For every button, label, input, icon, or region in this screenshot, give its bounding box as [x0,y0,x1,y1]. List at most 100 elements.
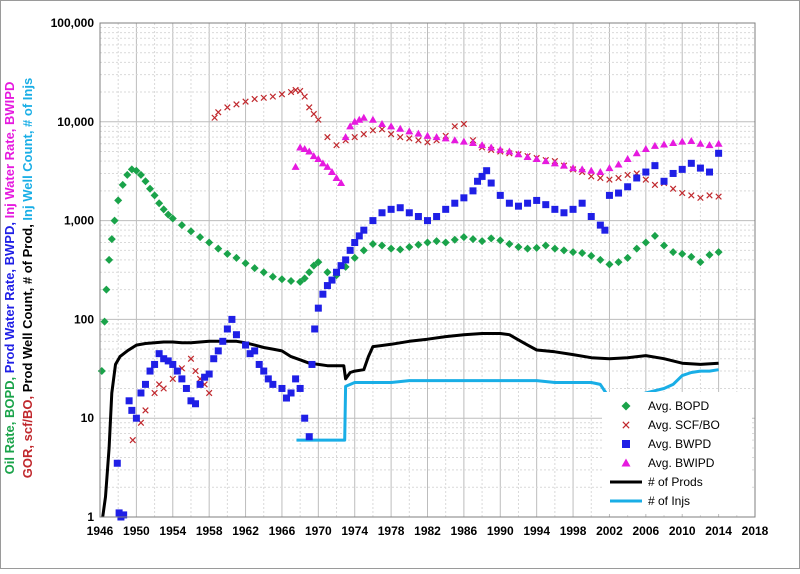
data-point-diamond [596,255,605,264]
series-diamond [97,165,723,376]
data-point-diamond [241,259,250,268]
data-point-cross [360,130,368,138]
cross-stroke [269,93,277,100]
data-point-cross [151,389,158,397]
data-point-cross [333,141,340,149]
cross-stroke [622,421,630,429]
data-point-square [615,189,623,197]
data-point-square [282,394,290,402]
data-point-cross [651,181,659,189]
y-axis-title-part: Inj Well Count, # of Injs [20,78,35,221]
data-point-triangle [532,155,541,163]
data-point-triangle [296,143,305,151]
data-point-diamond [168,214,177,223]
data-point-square [405,209,413,217]
data-point-diamond [300,274,309,283]
data-point-square [622,440,630,448]
y-axis-title-part: GOR, scf/BO, [20,392,35,478]
data-point-square [533,196,541,204]
y-tick-label: 1 [87,510,94,524]
x-tick-label: 1978 [378,524,405,538]
plot-border [99,22,756,518]
cross-stroke [260,94,267,102]
data-point-triangle [559,161,568,169]
data-point-cross [642,176,650,183]
data-point-square [346,246,354,254]
series-line [101,332,719,518]
data-point-square [164,357,172,365]
well-count-lines [101,332,719,518]
data-point-square [192,400,200,408]
cross-stroke [160,385,167,392]
data-point-diamond [614,258,623,267]
data-point-square [210,355,218,363]
data-point-triangle [514,150,523,158]
data-point-square [474,177,482,185]
data-point-square [601,226,609,234]
data-point-square [173,367,181,375]
data-point-square [187,397,195,405]
data-point-diamond [696,258,705,267]
cross-stroke [215,109,222,116]
y-axis-ticks: 1 10 100 1,000 10,000 100,000 [51,16,95,524]
data-point-cross [315,116,322,123]
cross-stroke [310,110,318,118]
data-point-square [137,389,145,397]
data-point-diamond [105,255,114,264]
data-point-square [169,360,177,368]
cross-stroke [278,91,286,98]
data-point-diamond [705,250,714,259]
data-point-square [660,177,668,185]
cross-stroke [406,135,413,142]
data-point-diamond [432,237,441,246]
data-point-diamond [478,237,487,246]
data-point-triangle [359,113,368,121]
data-point-diamond [687,252,696,261]
data-point-square [487,179,495,187]
data-point-square [205,370,213,378]
data-point-square [706,168,714,176]
cross-stroke [378,126,386,133]
data-point-triangle [478,141,487,149]
data-point-square [269,380,277,388]
data-point-cross [278,91,286,98]
x-tick-label: 1970 [305,524,332,538]
data-point-square [596,221,604,229]
data-point-diamond [641,238,650,247]
data-point-square [669,169,677,177]
data-point-triangle [541,157,550,165]
legend-label: Avg. BWIPD [648,456,715,470]
data-point-cross [597,174,604,182]
data-point-triangle [550,159,559,167]
data-point-triangle [309,152,318,160]
data-point-cross [715,193,722,200]
data-point-cross [622,421,630,429]
x-tick-label: 1998 [560,524,587,538]
data-point-square [305,433,313,441]
legend-box [602,392,752,514]
data-point-diamond [621,401,631,411]
data-point-triangle [623,155,632,163]
data-point-diamond [569,248,578,257]
legend: Avg. BOPD Avg. SCF/BO Avg. BWPD Avg. BWIPD #… [602,392,752,514]
data-point-cross [211,114,218,121]
data-point-triangle [300,145,309,153]
cross-stroke [460,120,468,128]
data-point-square [196,380,204,388]
y-tick-label: 100 [74,312,94,326]
cross-stroke [360,130,368,138]
x-tick-label: 2010 [669,524,696,538]
cross-stroke [129,436,136,444]
cross-stroke [306,104,313,111]
cross-stroke [415,137,422,144]
data-point-triangle [614,160,623,168]
data-point-cross [324,133,331,141]
data-point-square [696,164,704,172]
data-point-diamond [487,234,496,243]
data-point-cross [451,123,459,130]
data-point-square [469,187,477,195]
data-point-triangle [396,124,405,132]
data-point-cross [301,93,308,100]
data-point-diamond [423,238,432,247]
data-point-cross [706,192,713,199]
